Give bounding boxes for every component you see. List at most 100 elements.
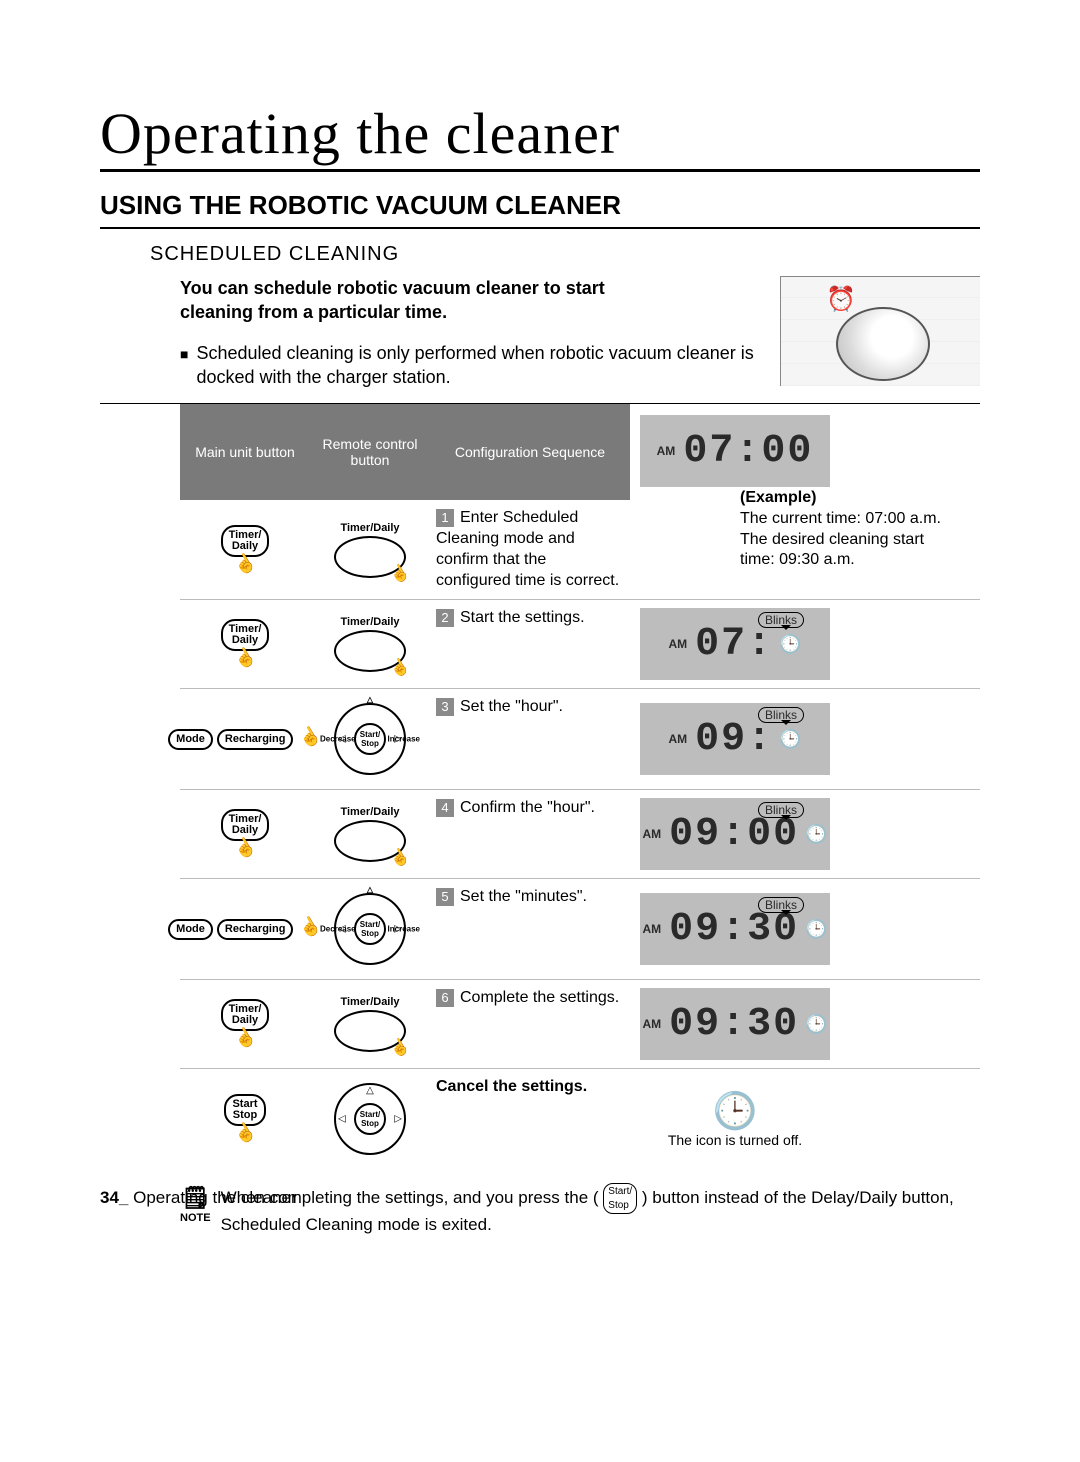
lcd-digits: 09:30 [669,1002,799,1047]
ampm-indicator: AM [668,637,687,651]
remote-oval-button: ☝ [334,536,406,578]
step-number: 1 [436,509,454,527]
remote-oval-button: ☝ [334,820,406,862]
header-main-unit: Main unit button [180,404,310,500]
step-text: Enter Scheduled Cleaning mode and confir… [436,509,619,588]
triangle-right-icon: ▷ [394,734,402,745]
vacuum-illustration [780,276,980,386]
step-text: Start the settings. [460,609,585,626]
footer-text: Operating the cleaner [133,1188,297,1207]
lcd-display-4: Blinks AM 09:00 🕒 [640,798,830,870]
ampm-indicator: AM [642,827,661,841]
lcd-display-3: Blinks AM 09: 🕒 [640,703,830,775]
triangle-right-icon: ▷ [394,924,402,935]
remote-oval-button: ☝ [334,1010,406,1052]
lcd-digits: 07:00 [683,429,813,474]
lcd-digits: 09: [695,717,773,762]
mode-button: Mode [168,729,213,750]
finger-icon: ☝ [386,845,413,872]
bullet-text: Scheduled cleaning is only performed whe… [196,341,762,390]
example-label: (Example) [740,489,816,506]
step-number: 6 [436,989,454,1007]
step-number: 5 [436,888,454,906]
dpad-right-label: Increase [388,925,420,934]
blinks-badge: Blinks [758,707,804,723]
remote-dpad: Start/ Stop △ Decrease Increase ◁ ▷ [328,887,412,971]
step-text: Set the "hour". [460,698,563,715]
triangle-left-icon: ◁ [338,1114,346,1125]
clock-icon: 🕒 [779,634,801,655]
ampm-indicator: AM [642,1017,661,1031]
example-line-1: The current time: 07:00 a.m. [740,510,941,527]
note-block: 🗒 NOTE When completing the settings, and… [180,1183,980,1237]
remote-dpad: Start/ Stop △ ◁ ▷ [328,1077,412,1161]
table-header-row: Main unit button Remote control button C… [180,404,980,500]
remote-label: Timer/Daily [334,996,406,1008]
clock-off-icon: 🕒 [713,1090,758,1132]
triangle-up-icon: △ [366,1085,374,1096]
step-number: 4 [436,799,454,817]
note-label: NOTE [180,1212,211,1224]
remote-label: Timer/Daily [334,806,406,818]
example-line-2: The desired cleaning start [740,531,924,548]
cancel-text: Cancel the settings. [430,1069,630,1169]
triangle-left-icon: ◁ [338,734,346,745]
triangle-left-icon: ◁ [338,924,346,935]
step-text: Confirm the "hour". [460,799,595,816]
step-text: Set the "minutes". [460,888,587,905]
header-remote: Remote control button [310,404,430,500]
lcd-display-5: Blinks AM 09:30 🕒 [640,893,830,965]
clock-icon: 🕒 [779,729,801,750]
ampm-indicator: AM [642,922,661,936]
step-number: 3 [436,698,454,716]
table-row: Timer/ Daily ☝ Timer/Daily ☝ 2Start the … [180,600,980,689]
blinks-badge: Blinks [758,802,804,818]
clock-icon: 🕒 [805,824,827,845]
table-row: Mode Recharging ☝ Start/ Stop △ Decrease… [180,879,980,980]
subheading: SCHEDULED CLEANING [150,243,980,266]
clock-icon: 🕒 [805,1014,827,1035]
example-line-3: time: 09:30 a.m. [740,551,855,568]
finger-icon: ☝ [386,1035,413,1062]
example-block: (Example) The current time: 07:00 a.m. T… [740,488,980,571]
lcd-digits: 07: [695,622,773,667]
page-footer: 34_ Operating the cleaner [100,1188,297,1208]
mode-button: Mode [168,919,213,940]
step-number: 2 [436,609,454,627]
clock-icon: 🕒 [805,919,827,940]
lcd-digits: 09:00 [669,812,799,857]
blinks-badge: Blinks [758,612,804,628]
recharging-button: Recharging [217,729,294,750]
icon-off-text: The icon is turned off. [668,1132,802,1148]
remote-label: Timer/Daily [334,522,406,534]
recharging-button: Recharging [217,919,294,940]
remote-label: Timer/Daily [334,616,406,628]
remote-dpad: Start/ Stop △ Decrease Increase ◁ ▷ [328,697,412,781]
table-row: Mode Recharging ☝ Start/ Stop △ Decrease… [180,689,980,790]
triangle-right-icon: ▷ [394,1114,402,1125]
remote-oval-button: ☝ [334,630,406,672]
table-row: Timer/ Daily ☝ Timer/Daily ☝ 6Complete t… [180,980,980,1069]
ampm-indicator: AM [657,444,676,458]
step-text: Complete the settings. [460,989,619,1006]
table-row-cancel: Start Stop ☝ Start/ Stop △ ◁ ▷ Cancel th… [180,1069,980,1169]
lcd-display-2: Blinks AM 07: 🕒 [640,608,830,680]
lcd-display-6: AM 09:30 🕒 [640,988,830,1060]
dpad-up-label: △ [367,885,373,894]
inline-start-stop-pill: Start/ Stop [603,1183,637,1214]
ampm-indicator: AM [668,732,687,746]
page-number: 34_ [100,1188,128,1207]
intro-line-1: You can schedule robotic vacuum cleaner … [180,276,762,300]
lcd-display-1: AM 07:00 [640,415,830,487]
finger-icon: ☝ [386,560,413,587]
finger-icon: ☝ [386,655,413,682]
dpad-up-label: △ [367,695,373,704]
header-sequence: Configuration Sequence [430,404,630,500]
section-heading: USING THE ROBOTIC VACUUM CLEANER [100,190,980,229]
intro-line-2: cleaning from a particular time. [180,300,762,324]
page-title: Operating the cleaner [100,100,980,172]
blinks-badge: Blinks [758,897,804,913]
lcd-digits: 09:30 [669,907,799,952]
dpad-right-label: Increase [388,735,420,744]
table-row: Timer/ Daily ☝ Timer/Daily ☝ 4Confirm th… [180,790,980,879]
